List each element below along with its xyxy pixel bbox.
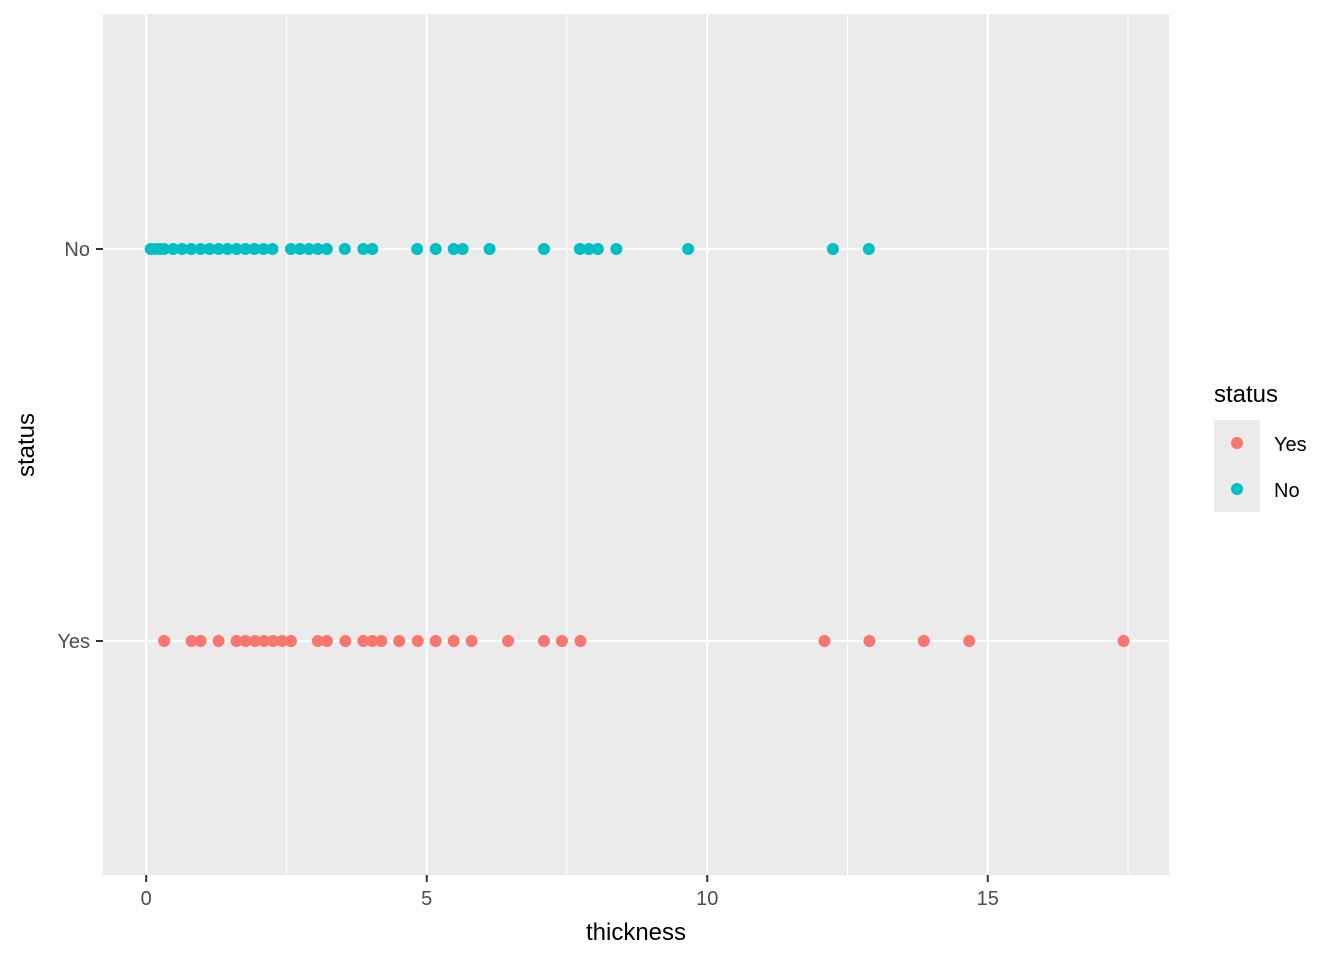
legend-key-background — [1214, 420, 1260, 512]
data-point-no — [483, 243, 496, 255]
data-point-no — [591, 243, 604, 255]
data-point-yes — [963, 635, 976, 647]
x-tick-label: 15 — [977, 888, 999, 910]
data-point-yes — [266, 635, 279, 647]
data-point-yes — [339, 635, 352, 647]
data-point-yes — [185, 635, 198, 647]
x-tick-label: 5 — [421, 888, 432, 910]
data-point-no — [293, 243, 306, 255]
data-point-no — [284, 243, 297, 255]
data-point-no — [573, 243, 586, 255]
y-axis: Yes No — [57, 239, 103, 653]
legend-title: status — [1214, 381, 1278, 408]
data-point-no — [411, 243, 424, 255]
data-point-yes — [284, 635, 297, 647]
data-point-no — [447, 243, 460, 255]
x-axis-title: thickness — [586, 919, 686, 946]
data-point-yes — [574, 635, 587, 647]
data-point-no — [167, 243, 180, 255]
legend-key-yes — [1231, 437, 1243, 449]
minor-gridlines — [285, 14, 1129, 875]
data-point-yes — [393, 635, 406, 647]
data-point-yes — [230, 635, 243, 647]
legend-label-no: No — [1274, 480, 1300, 502]
data-point-no — [221, 243, 234, 255]
data-point-yes — [275, 635, 288, 647]
y-axis-title: status — [13, 413, 40, 477]
plot-panel — [103, 14, 1169, 875]
data-point-yes — [194, 635, 207, 647]
data-point-no — [185, 243, 198, 255]
x-tick-label: 10 — [696, 888, 718, 910]
y-tick-label: No — [64, 239, 90, 261]
data-points — [144, 243, 1130, 647]
data-point-no — [537, 243, 550, 255]
data-point-yes — [429, 635, 442, 647]
data-point-no — [456, 243, 469, 255]
data-point-no — [311, 243, 324, 255]
data-point-yes — [917, 635, 930, 647]
data-point-no — [302, 243, 315, 255]
data-point-no — [357, 243, 370, 255]
data-point-no — [248, 243, 261, 255]
y-tick-label: Yes — [57, 631, 90, 653]
legend-label-yes: Yes — [1274, 434, 1307, 456]
data-point-yes — [818, 635, 831, 647]
data-point-yes — [366, 635, 379, 647]
data-point-yes — [502, 635, 515, 647]
data-point-no — [429, 243, 442, 255]
data-point-no — [826, 243, 839, 255]
data-point-yes — [863, 635, 876, 647]
data-point-yes — [555, 635, 568, 647]
legend-key-no — [1231, 483, 1243, 495]
data-point-yes — [258, 635, 271, 647]
data-point-yes — [212, 635, 225, 647]
data-point-yes — [311, 635, 324, 647]
data-point-no — [230, 243, 243, 255]
data-point-no — [203, 243, 216, 255]
data-point-yes — [357, 635, 370, 647]
major-gridlines — [103, 14, 1169, 875]
data-point-no — [366, 243, 379, 255]
data-point-yes — [375, 635, 388, 647]
x-axis: 0 5 10 15 — [141, 875, 999, 910]
data-point-no — [194, 243, 207, 255]
data-point-no — [610, 243, 623, 255]
data-point-yes — [537, 635, 550, 647]
data-point-yes — [320, 635, 333, 647]
data-point-yes — [239, 635, 252, 647]
x-tick-label: 0 — [141, 888, 152, 910]
data-point-no — [862, 243, 875, 255]
data-point-no — [239, 243, 252, 255]
data-point-no — [212, 243, 225, 255]
data-point-yes — [1117, 635, 1130, 647]
data-point-no — [176, 243, 189, 255]
data-point-yes — [411, 635, 424, 647]
data-point-no — [266, 243, 279, 255]
data-point-no — [257, 243, 270, 255]
data-point-yes — [158, 635, 171, 647]
data-point-no — [682, 243, 695, 255]
data-point-no — [338, 243, 351, 255]
data-point-no — [158, 243, 171, 255]
legend: status Yes No — [1214, 381, 1307, 512]
data-point-yes — [249, 635, 262, 647]
data-point-no — [320, 243, 333, 255]
data-point-no — [582, 243, 595, 255]
data-point-yes — [447, 635, 460, 647]
data-point-yes — [465, 635, 478, 647]
